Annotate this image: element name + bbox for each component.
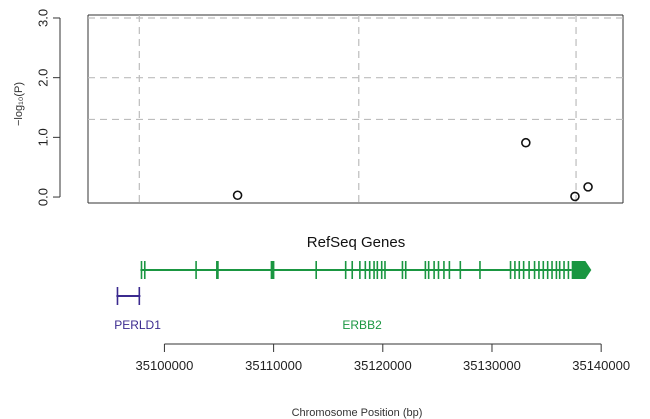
gene-label-perld1: PERLD1 bbox=[114, 318, 161, 332]
data-point-0 bbox=[232, 190, 243, 201]
data-point-1 bbox=[521, 137, 531, 148]
track-title: RefSeq Genes bbox=[307, 234, 405, 251]
gene-strand-arrow-erbb2 bbox=[571, 261, 592, 279]
y-tick-label-0: 0.0 bbox=[35, 188, 50, 206]
x-tick-label-2: 35120000 bbox=[354, 358, 412, 373]
y-axis: 0.0 1.0 2.0 3.0 bbox=[35, 9, 61, 206]
gene-track: ERBB2 PERLD1 bbox=[114, 261, 592, 332]
y-tick-label-1: 1.0 bbox=[35, 128, 50, 146]
x-axis-label: Chromosome Position (bp) bbox=[292, 407, 423, 419]
x-tick-label-4: 35140000 bbox=[572, 358, 630, 373]
y-axis-label: −log₁₀(P) bbox=[13, 82, 25, 126]
grid-lines bbox=[88, 15, 623, 203]
data-points bbox=[232, 137, 593, 202]
x-axis: 35100000 35110000 35120000 35130000 35140000 bbox=[136, 343, 630, 373]
x-tick-label-0: 35100000 bbox=[136, 358, 194, 373]
y-tick-label-3: 3.0 bbox=[35, 9, 50, 27]
x-tick-label-3: 35130000 bbox=[463, 358, 521, 373]
plot-panel bbox=[87, 14, 624, 204]
gene-label-erbb2: ERBB2 bbox=[342, 318, 382, 332]
data-point-2 bbox=[570, 191, 580, 202]
data-point-3 bbox=[583, 182, 593, 192]
x-tick-label-1: 35110000 bbox=[245, 358, 302, 373]
y-tick-label-2: 2.0 bbox=[35, 69, 50, 87]
